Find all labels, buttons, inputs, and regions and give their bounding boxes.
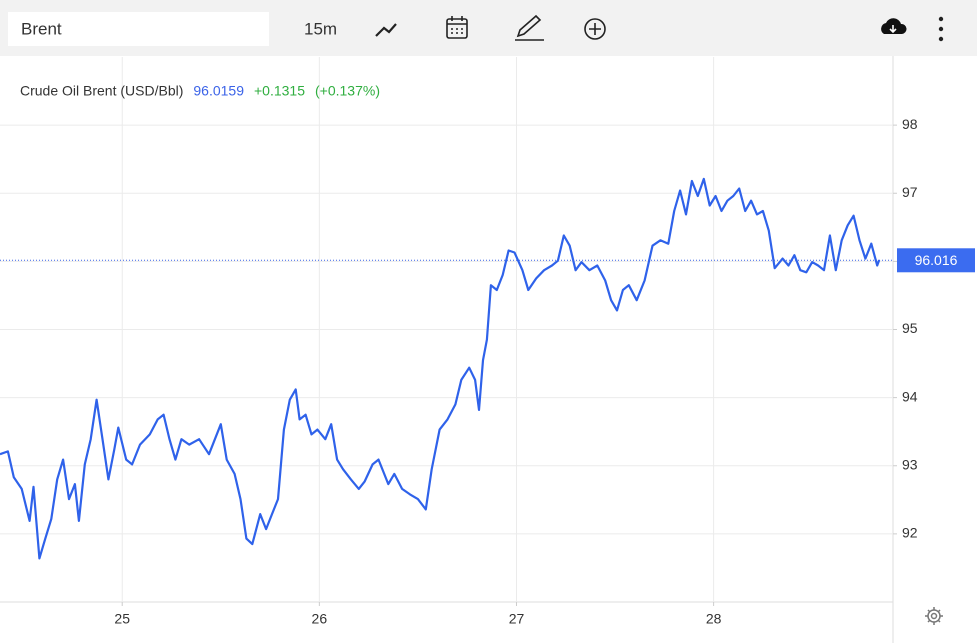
y-tick-label: 95 (902, 320, 918, 336)
y-tick-label: 92 (902, 525, 918, 541)
add-icon[interactable] (584, 18, 606, 40)
x-tick-label: 25 (114, 611, 130, 627)
download-arrow (889, 25, 897, 34)
price-line (0, 177, 881, 560)
series-name: Crude Oil Brent (USD/Bbl) (20, 83, 183, 99)
y-tick-label: 98 (902, 116, 918, 132)
draw-icon[interactable] (515, 14, 544, 41)
change: +0.1315 (254, 83, 305, 99)
x-tick-label: 28 (706, 611, 722, 627)
chart-type-icon[interactable] (375, 23, 397, 37)
settings-icon[interactable] (925, 607, 943, 625)
x-tick-label: 26 (312, 611, 328, 627)
y-tick-label: 97 (902, 184, 918, 200)
search-text[interactable]: Brent (21, 19, 62, 38)
last-price-badge (897, 248, 975, 273)
download-icon[interactable] (881, 18, 907, 34)
last-value: 96.0159 (193, 83, 244, 99)
x-tick-label: 27 (509, 611, 525, 627)
y-tick-label: 93 (902, 456, 918, 472)
interval-button[interactable]: 15m (304, 19, 337, 38)
menu-icon[interactable] (938, 16, 944, 42)
calendar-icon[interactable] (446, 16, 468, 39)
legend: Crude Oil Brent (USD/Bbl) 96.0159 +0.131… (20, 83, 380, 99)
change-pct: (+0.137%) (315, 83, 380, 99)
search-box[interactable] (8, 12, 269, 46)
y-tick-label: 94 (902, 388, 918, 404)
last-price-label: 96.016 (915, 252, 958, 268)
toolbar: Brent 15m (0, 0, 977, 56)
